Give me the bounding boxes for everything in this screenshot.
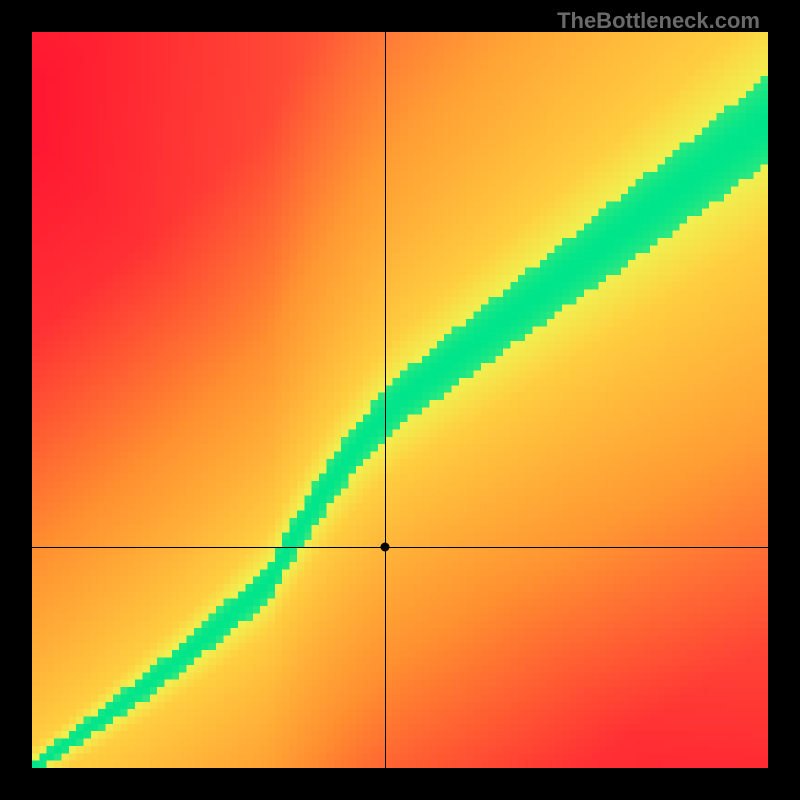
heatmap-canvas <box>32 32 768 768</box>
chart-container: TheBottleneck.com <box>0 0 800 800</box>
crosshair-vertical <box>385 32 386 768</box>
data-point <box>381 543 390 552</box>
watermark-text: TheBottleneck.com <box>557 8 760 34</box>
plot-area <box>32 32 768 768</box>
crosshair-horizontal <box>32 547 768 548</box>
